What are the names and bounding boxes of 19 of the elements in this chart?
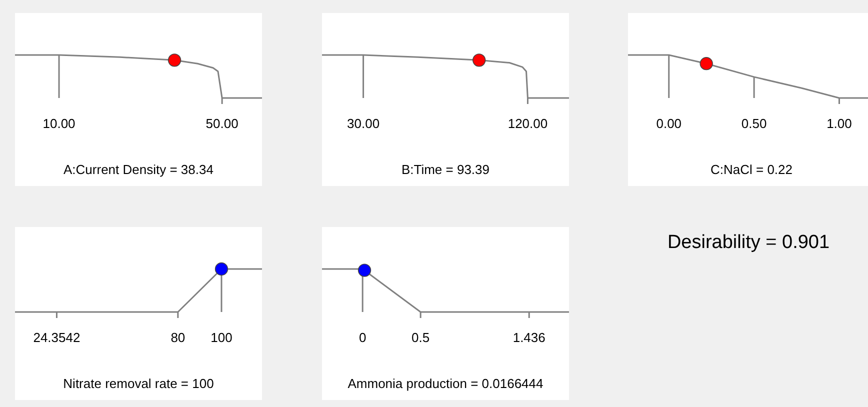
x-tick-label: 1.00	[826, 116, 852, 131]
text: Desirability = 0.901	[667, 232, 830, 253]
x-tick-label: 0	[358, 330, 366, 345]
x-tick-label: 1.436	[512, 330, 546, 345]
x-axis-title: B:Time = 93.39	[401, 162, 490, 177]
x-axis-title: C:NaCl = 0.22	[710, 162, 793, 177]
x-axis-title: A:Current Density = 38.34	[64, 162, 214, 177]
x-tick-label: 30.00	[347, 116, 380, 131]
x-tick-label: 80	[170, 330, 186, 345]
x-tick-label: 50.00	[206, 116, 238, 131]
x-axis-title: Nitrate removal rate = 100	[63, 376, 214, 391]
x-tick-label: 0.00	[656, 116, 682, 131]
x-tick-label: 24.3542	[33, 330, 80, 345]
x-tick-label: 120.00	[508, 116, 548, 131]
x-tick-label: 100	[210, 330, 232, 345]
x-tick-label: 0.5	[412, 330, 430, 345]
x-tick-label: 10.00	[42, 116, 76, 131]
x-axis-title: Ammonia production = 0.0166444	[348, 376, 544, 391]
x-tick-label: 0.50	[741, 116, 767, 131]
